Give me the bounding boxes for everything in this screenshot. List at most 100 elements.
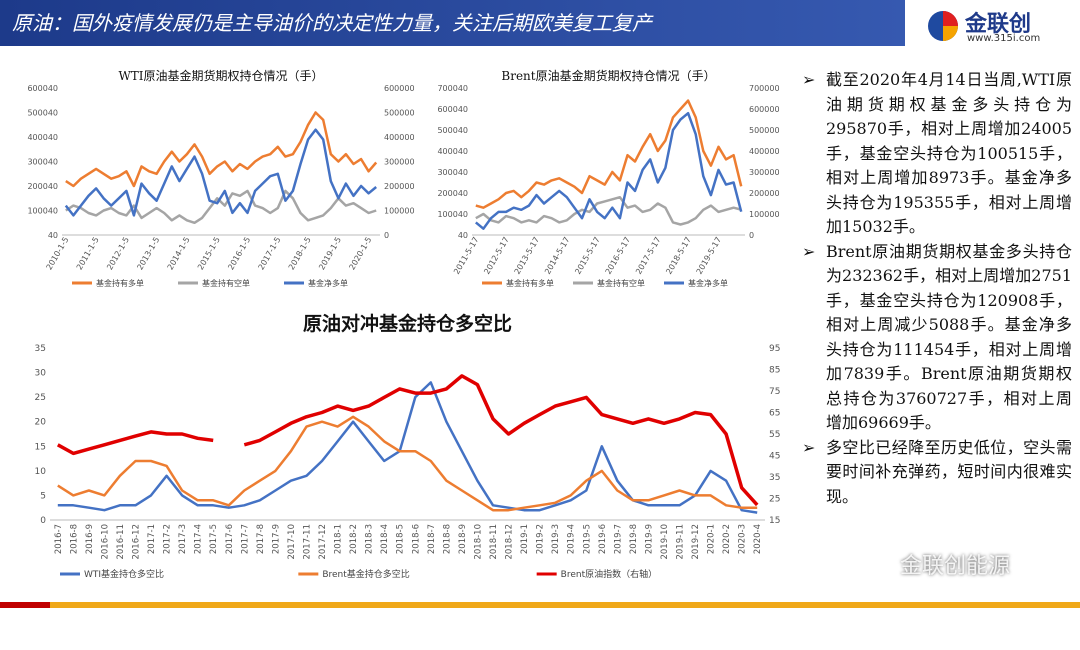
legend-label: 基金净多单 <box>688 278 728 288</box>
y-tick-label: 300040 <box>27 158 58 167</box>
x-tick-label: 2015-5-17 <box>573 236 601 276</box>
x-tick-label: 2017-5 <box>209 524 219 554</box>
x-tick-label: 2018-3 <box>365 524 375 554</box>
x-tick-label: 2017-5-17 <box>634 236 662 276</box>
slide: 原油：国外疫情发展仍是主导油价的决定性力量，关注后期欧美复工复产 金联创 www… <box>0 0 1080 608</box>
y2-tick-label: 400000 <box>384 133 415 142</box>
y2-tick-label: 400000 <box>749 147 780 156</box>
x-tick-label: 2019-9 <box>644 524 654 554</box>
y-tick-label: 25 <box>35 393 46 403</box>
y2-tick-label: 600000 <box>749 105 780 114</box>
y2-tick-label: 300000 <box>749 168 780 177</box>
x-tick-label: 2020-2 <box>722 524 732 554</box>
series-line <box>64 128 377 217</box>
bullet-list: 截至2020年4月14日当周,WTI原油期货期权基金多头持仓为295870手，相… <box>800 68 1072 509</box>
bullet: 截至2020年4月14日当周,WTI原油期货期权基金多头持仓为295870手，相… <box>800 68 1072 240</box>
x-tick-label: 2019-3 <box>551 524 561 554</box>
bullet: 多空比已经降至历史低位，空头需要时间补充弹药，短时间内很难实现。 <box>800 436 1072 510</box>
x-tick-label: 2015-1-5 <box>196 236 222 272</box>
y2-tick-label: 600000 <box>384 84 415 93</box>
y-tick-label: 700040 <box>437 84 468 93</box>
y2-tick-label: 700000 <box>749 84 780 93</box>
x-tick-label: 2012-5-17 <box>482 236 510 276</box>
series-line <box>475 195 742 226</box>
y2-tick-label: 100000 <box>749 210 780 219</box>
x-tick-label: 2019-4 <box>567 524 577 554</box>
x-tick-label: 2020-1-5 <box>347 236 373 272</box>
y-tick-label: 600040 <box>27 84 58 93</box>
x-tick-label: 2018-4 <box>380 524 390 554</box>
chart-title: WTI原油基金期货期权持仓情况（手） <box>118 68 323 83</box>
x-tick-label: 2017-4 <box>194 524 204 554</box>
y2-tick-label: 65 <box>769 409 780 419</box>
y2-tick-label: 200000 <box>384 182 415 191</box>
x-tick-label: 2018-11 <box>489 524 499 560</box>
x-tick-label: 2014-1-5 <box>166 236 192 272</box>
x-tick-label: 2018-1 <box>334 524 344 554</box>
x-tick-label: 2019-11 <box>676 524 686 560</box>
x-tick-label: 2020-4 <box>753 524 763 554</box>
legend-label: Brent基金持仓多空比 <box>322 568 409 580</box>
legend-label: 基金持有空单 <box>202 278 250 288</box>
x-tick-label: 2017-7 <box>240 524 250 554</box>
y2-tick-label: 15 <box>769 516 780 526</box>
x-tick-label: 2018-10 <box>473 524 483 560</box>
y-tick-label: 100040 <box>437 210 468 219</box>
charts: WTI原油基金期货期权持仓情况（手）4010004020004030004040… <box>27 68 780 580</box>
x-tick-label: 2018-6 <box>411 524 421 554</box>
x-tick-label: 2016-9 <box>85 524 95 554</box>
x-tick-label: 2020-1 <box>707 524 717 554</box>
x-tick-label: 2018-12 <box>505 524 515 560</box>
y2-tick-label: 55 <box>769 430 780 440</box>
x-tick-label: 2017-3 <box>178 524 188 554</box>
legend-label: 基金持有多单 <box>506 278 554 288</box>
x-tick-label: 2018-2 <box>349 524 359 554</box>
y-tick-label: 400040 <box>437 147 468 156</box>
x-tick-label: 2019-5-17 <box>695 236 723 276</box>
series-line <box>57 381 758 514</box>
logo-slice <box>943 26 958 41</box>
header-title: 原油：国外疫情发展仍是主导油价的决定性力量，关注后期欧美复工复产 <box>0 0 905 46</box>
x-tick-label: 2017-11 <box>302 524 312 560</box>
logo-slice <box>943 11 958 26</box>
x-tick-label: 2019-1-5 <box>317 236 343 272</box>
series-line <box>56 374 759 507</box>
chart-title: 原油对冲基金持仓多空比 <box>303 312 512 335</box>
logo-mark <box>928 11 958 41</box>
y-tick-label: 40 <box>458 231 468 240</box>
y-tick-label: 30 <box>35 369 47 379</box>
y2-tick-label: 500000 <box>749 126 780 135</box>
series-line <box>475 99 743 209</box>
x-tick-label: 2019-8 <box>629 524 639 554</box>
x-tick-label: 2016-11 <box>116 524 126 560</box>
y2-tick-label: 100000 <box>384 207 415 216</box>
y-tick-label: 600040 <box>437 105 468 114</box>
series-line <box>475 111 743 230</box>
x-tick-label: 2017-9 <box>271 524 281 554</box>
y-tick-label: 10 <box>35 467 47 477</box>
x-tick-label: 2018-8 <box>442 524 452 554</box>
y-tick-label: 40 <box>48 231 58 240</box>
y-tick-label: 35 <box>35 344 46 354</box>
y-tick-label: 5 <box>40 491 46 501</box>
y-tick-label: 20 <box>35 418 47 428</box>
x-tick-label: 2013-5-17 <box>513 236 541 276</box>
y2-tick-label: 95 <box>769 344 780 354</box>
y2-tick-label: 75 <box>769 387 780 397</box>
x-tick-label: 2014-5-17 <box>543 236 571 276</box>
x-tick-label: 2019-2 <box>536 524 546 554</box>
x-tick-label: 2020-3 <box>738 524 748 554</box>
x-tick-label: 2017-6 <box>225 524 235 554</box>
legend-label: Brent原油指数（右轴） <box>561 568 657 580</box>
x-tick-label: 2016-10 <box>100 524 110 560</box>
y2-tick-label: 35 <box>769 473 780 483</box>
x-tick-label: 2019-7 <box>613 524 623 554</box>
footer-bar <box>50 602 1080 608</box>
y-tick-label: 500040 <box>437 126 468 135</box>
legend-label: 基金净多单 <box>308 278 348 288</box>
footer-bar <box>0 602 50 608</box>
x-tick-label: 2016-7 <box>54 524 64 554</box>
x-tick-label: 2019-12 <box>691 524 701 560</box>
x-tick-label: 2017-1-5 <box>257 236 283 272</box>
chart-title: Brent原油基金期货期权持仓情况（手） <box>501 68 715 83</box>
